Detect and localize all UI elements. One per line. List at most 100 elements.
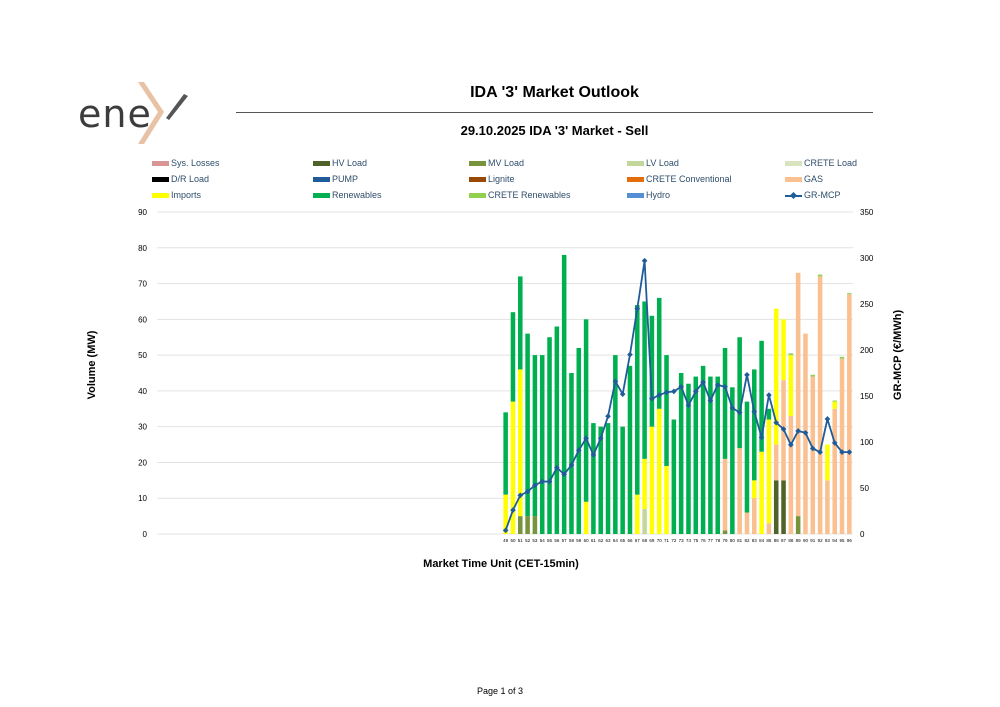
legend-swatch xyxy=(785,177,802,183)
gr-mcp-point xyxy=(532,482,538,489)
x-tick-label: 74 xyxy=(686,538,692,543)
x-tick-label: 55 xyxy=(547,538,553,543)
x-tick-label: 61 xyxy=(591,538,597,543)
legend-swatch xyxy=(313,161,330,167)
x-tick-label: 52 xyxy=(525,538,531,543)
bar-imports xyxy=(759,451,764,534)
bar-mv-load xyxy=(532,516,538,534)
x-tick-label: 50 xyxy=(510,538,516,543)
bar-renewables xyxy=(518,276,523,370)
y-tick-label: 40 xyxy=(138,387,147,396)
bar-mv-load xyxy=(722,530,728,534)
gr-mcp-point xyxy=(831,440,838,446)
x-tick-label: 78 xyxy=(715,538,721,543)
x-tick-label: 64 xyxy=(613,538,619,543)
bar-gas xyxy=(752,498,757,534)
bar-renewables xyxy=(737,337,742,449)
gr-mcp-point xyxy=(729,405,736,411)
legend-swatch xyxy=(627,177,644,183)
bar-renewables xyxy=(605,423,611,534)
gr-mcp-point xyxy=(554,464,560,471)
bar-renewables xyxy=(759,340,764,452)
x-tick-label: 72 xyxy=(671,538,677,543)
legend-label: GR-MCP xyxy=(804,190,841,200)
gr-mcp-point xyxy=(744,372,750,378)
legend-item-hv-load: HV Load xyxy=(313,157,367,169)
x-tick-label: 71 xyxy=(664,538,670,543)
gr-mcp-point xyxy=(758,434,765,441)
legend-item-renewables: Renewables xyxy=(313,189,382,201)
x-tick-label: 53 xyxy=(532,538,538,543)
legend-swatch xyxy=(627,161,644,167)
bar-renewables xyxy=(700,365,706,534)
x-tick-label: 77 xyxy=(708,538,714,543)
gr-mcp-point xyxy=(568,462,575,468)
logo-x-mark xyxy=(138,82,188,144)
legend-swatch xyxy=(152,177,169,183)
legend-label: Imports xyxy=(171,190,202,200)
bar-imports xyxy=(752,480,757,499)
y2-tick-label: 100 xyxy=(860,438,874,447)
legend-label: D/R Load xyxy=(171,174,210,184)
bar-renewables xyxy=(649,315,655,427)
legend-swatch xyxy=(785,161,802,167)
bar-renewables xyxy=(722,347,728,459)
enex-logo: ene xyxy=(78,82,188,152)
x-tick-label: 68 xyxy=(642,538,648,543)
x-tick-label: 84 xyxy=(759,538,765,543)
bar-renewables xyxy=(569,373,574,534)
legend-item-crete-load: CRETE Load xyxy=(785,157,857,169)
gr-mcp-point xyxy=(524,488,531,495)
bar-gas xyxy=(744,512,750,534)
gr-mcp-point xyxy=(663,389,670,396)
gr-mcp-point xyxy=(751,408,758,415)
bar-gas xyxy=(722,458,728,531)
bar-renewables xyxy=(525,333,530,517)
x-tick-label: 56 xyxy=(554,538,560,543)
bar-hv-load xyxy=(781,480,786,534)
x-tick-label: 86 xyxy=(774,538,780,543)
bar-imports xyxy=(510,401,516,534)
y-tick-label: 10 xyxy=(138,494,147,503)
bar-imports xyxy=(773,308,779,445)
y-tick-label: 60 xyxy=(138,315,147,324)
report-title: IDA '3' Market Outlook xyxy=(470,84,639,101)
legend-swatch xyxy=(785,192,802,200)
title-divider xyxy=(236,112,873,113)
legend-item-d-r-load: D/R Load xyxy=(152,173,209,185)
x-tick-label: 67 xyxy=(635,538,641,543)
bar-renewables xyxy=(591,423,596,534)
legend-swatch xyxy=(152,161,169,167)
legend-label: Hydro xyxy=(646,190,671,200)
x-tick-label: 66 xyxy=(627,538,633,543)
bar-renewables xyxy=(503,412,508,495)
legend-label: Lignite xyxy=(488,174,515,184)
bar-renewables xyxy=(613,355,618,534)
x-tick-label: 57 xyxy=(562,538,568,543)
logo-text: ene xyxy=(78,92,152,136)
page-number: Page 1 of 3 xyxy=(476,686,524,696)
gr-mcp-point xyxy=(839,449,845,455)
bar-imports xyxy=(583,501,589,534)
bar-mv-load xyxy=(518,516,523,534)
x-tick-label: 62 xyxy=(598,538,604,543)
gr-mcp-point xyxy=(656,392,663,398)
bar-mv-load xyxy=(525,516,530,534)
x-tick-label: 95 xyxy=(840,538,846,543)
bar-crete-renewables xyxy=(788,353,794,356)
legend-label: HV Load xyxy=(332,158,368,168)
bar-crete-renewables xyxy=(817,274,823,277)
x-tick-label: 93 xyxy=(825,538,831,543)
legend-item-pump: PUMP xyxy=(313,173,358,185)
legend-label: Renewables xyxy=(332,190,382,200)
bar-renewables xyxy=(642,301,647,459)
bar-renewables xyxy=(671,419,677,534)
x-tick-label: 89 xyxy=(796,538,802,543)
bar-renewables xyxy=(744,401,750,513)
bar-lv-load xyxy=(642,508,647,534)
y2-tick-label: 150 xyxy=(860,392,874,401)
y-axis-label: Volume (MW) xyxy=(86,330,98,400)
x-tick-label: 51 xyxy=(518,538,524,543)
x-tick-label: 85 xyxy=(766,538,772,543)
y-tick-label: 90 xyxy=(138,208,147,217)
